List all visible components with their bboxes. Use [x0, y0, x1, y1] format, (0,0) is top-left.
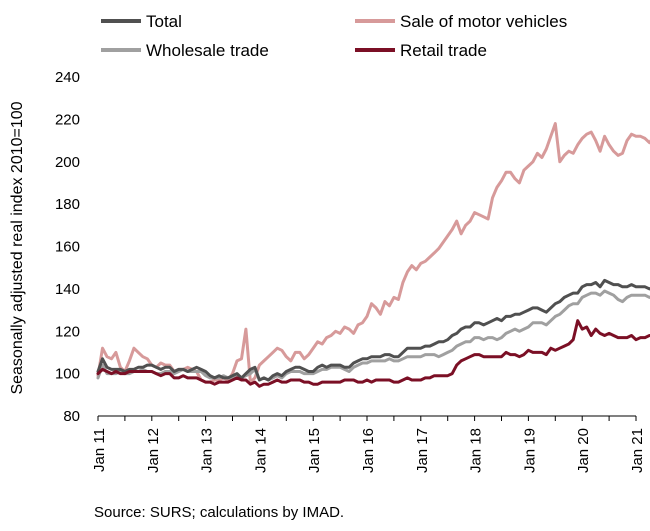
x-tick-label: Jan 20	[575, 428, 592, 473]
series-line-wholesale-trade	[96, 289, 650, 382]
series-line-retail-trade	[96, 319, 650, 388]
x-tick-label: Jan 19	[521, 428, 538, 473]
y-tick-label: 80	[63, 408, 80, 425]
y-tick-label: 140	[55, 281, 80, 298]
y-tick-label: 100	[55, 366, 80, 383]
y-axis-ticks: 80 100 120 140 160 180 200 220 240	[55, 69, 80, 425]
x-tick-label: Jan 18	[468, 428, 485, 473]
y-axis-title: Seasonally adjusted real index 2010=100	[9, 101, 26, 394]
legend-label: Total	[146, 12, 182, 31]
x-tick-label: Jan 15	[306, 428, 323, 473]
y-tick-label: 160	[55, 239, 80, 256]
y-tick-label: 180	[55, 196, 80, 213]
plot-area	[96, 122, 650, 388]
x-tick-label: Jan 17	[414, 428, 431, 473]
x-tick-label: Jan 13	[199, 428, 216, 473]
x-tick-label: Jan 12	[145, 428, 162, 473]
legend-label: Wholesale trade	[146, 41, 269, 60]
x-tick-label: Jan 21	[629, 428, 646, 473]
y-tick-label: 240	[55, 69, 80, 86]
x-tick-label: Jan 16	[360, 428, 377, 473]
source-note: Source: SURS; calculations by IMAD.	[94, 504, 345, 521]
legend-label: Sale of motor vehicles	[400, 12, 567, 31]
x-axis-ticks: Jan 11 Jan 12 Jan 13 Jan 14 Jan 15 Jan 16 Jan …	[91, 415, 646, 473]
x-tick-label: Jan 11	[91, 428, 108, 472]
y-tick-label: 120	[55, 323, 80, 340]
series-line-total	[96, 278, 650, 382]
y-tick-label: 220	[55, 111, 80, 128]
legend: Total Sale of motor vehicles Wholesale tra…	[101, 12, 567, 60]
y-tick-label: 200	[55, 154, 80, 171]
legend-label: Retail trade	[400, 41, 487, 60]
x-tick-label: Jan 14	[252, 428, 269, 473]
